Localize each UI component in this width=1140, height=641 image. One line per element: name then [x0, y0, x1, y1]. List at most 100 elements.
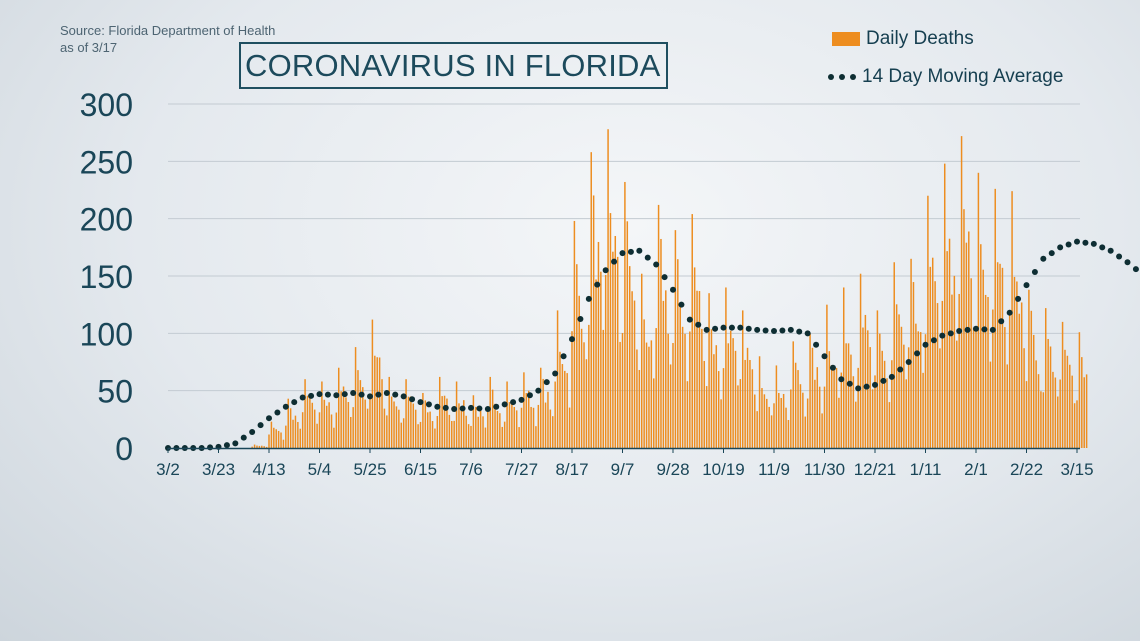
daily-deaths-bar — [261, 445, 263, 448]
daily-deaths-bar — [636, 349, 638, 448]
daily-deaths-bar — [1018, 313, 1021, 448]
daily-deaths-bar — [1057, 396, 1059, 448]
daily-deaths-bar — [828, 351, 831, 448]
daily-deaths-bar — [304, 379, 306, 448]
daily-deaths-bar — [410, 396, 412, 448]
daily-deaths-bar — [347, 402, 350, 448]
daily-deaths-bar — [883, 360, 886, 448]
moving-average-dot — [392, 391, 399, 398]
daily-deaths-bar — [491, 389, 494, 448]
daily-deaths-bar — [527, 390, 530, 448]
daily-deaths-bar — [364, 399, 366, 448]
moving-average-dot — [930, 337, 937, 344]
moving-average-dot — [956, 328, 963, 335]
daily-deaths-bar — [386, 415, 388, 448]
moving-average-dot — [308, 392, 315, 399]
daily-deaths-bar — [306, 395, 309, 448]
daily-deaths-bar — [388, 376, 390, 448]
x-tick-label: 6/15 — [404, 460, 437, 479]
daily-deaths-bar — [614, 235, 617, 448]
daily-deaths-bar — [905, 379, 908, 448]
moving-average-dot — [880, 377, 887, 384]
moving-average-dot — [257, 422, 264, 429]
daily-deaths-bar — [1016, 281, 1018, 448]
daily-deaths-bar — [313, 409, 316, 448]
daily-deaths-bar — [1044, 308, 1047, 448]
moving-average-dot — [703, 326, 710, 333]
daily-deaths-bar — [895, 304, 898, 448]
daily-deaths-bar — [934, 281, 936, 448]
daily-deaths-bar — [580, 328, 583, 448]
moving-average-dot — [796, 328, 803, 335]
moving-average-dot — [636, 247, 643, 254]
daily-deaths-bar — [785, 407, 787, 448]
daily-deaths-bar — [309, 395, 311, 448]
moving-average-dot — [1090, 240, 1097, 247]
moving-average-dot — [223, 442, 230, 449]
x-tick-label: 10/19 — [702, 460, 745, 479]
daily-deaths-bar — [604, 274, 607, 448]
daily-deaths-bar — [489, 376, 491, 448]
daily-deaths-bar — [674, 230, 677, 448]
daily-deaths-bar — [479, 410, 482, 448]
daily-deaths-bar — [328, 402, 330, 448]
source-line: Source: Florida Department of Health — [60, 23, 276, 38]
daily-deaths-bar — [982, 269, 984, 448]
axes: 0 50 100 150 200 250 300 3/2 3/23 4/13 5/4 5/25 6/15… — [80, 87, 1094, 479]
daily-deaths-bar — [301, 412, 304, 448]
daily-deaths-bar — [275, 429, 277, 448]
daily-deaths-bar — [835, 367, 838, 448]
daily-deaths-bar — [1013, 276, 1016, 448]
daily-deaths-bar — [696, 290, 698, 448]
moving-average-dot — [518, 396, 525, 403]
daily-deaths-bar — [330, 414, 333, 448]
daily-deaths-bar — [508, 402, 511, 448]
x-tick-label: 3/23 — [202, 460, 235, 479]
moving-average-dot — [611, 258, 618, 265]
x-tick-label: 11/30 — [804, 460, 845, 479]
daily-deaths-bar — [402, 418, 405, 448]
daily-deaths-bar — [282, 439, 285, 448]
daily-deaths-bar — [766, 398, 768, 448]
daily-deaths-bar — [744, 359, 746, 448]
moving-average-dot — [1040, 255, 1047, 262]
daily-deaths-bar — [515, 410, 518, 448]
daily-deaths-bar — [1066, 355, 1069, 448]
daily-deaths-bar — [708, 293, 710, 448]
daily-deaths-bar — [802, 392, 804, 448]
daily-deaths-bar — [864, 314, 867, 448]
daily-deaths-bar — [806, 398, 809, 448]
daily-deaths-bar — [965, 242, 968, 448]
x-tick-label: 2/1 — [964, 460, 988, 479]
daily-deaths-bar — [429, 411, 431, 448]
daily-deaths-bar — [713, 354, 715, 448]
daily-deaths-bar — [956, 340, 958, 448]
daily-deaths-bar — [628, 266, 631, 448]
daily-deaths-bar — [922, 372, 924, 448]
daily-deaths-bar — [549, 409, 552, 448]
daily-deaths-bar — [535, 426, 537, 448]
moving-average-dot — [754, 326, 761, 333]
daily-deaths-bar — [845, 343, 847, 448]
moving-average-dot — [476, 405, 483, 412]
daily-deaths-bar — [407, 396, 410, 448]
daily-deaths-bar — [737, 385, 739, 448]
x-tick-label: 8/17 — [555, 460, 588, 479]
moving-average-dot — [1116, 253, 1123, 260]
daily-deaths-bar — [698, 291, 701, 448]
daily-deaths-bar — [852, 376, 855, 448]
daily-deaths-bar — [960, 136, 963, 449]
daily-deaths-bar — [539, 367, 542, 448]
daily-deaths-bar — [390, 396, 393, 448]
daily-deaths-bar — [400, 422, 403, 448]
moving-average-dot — [367, 393, 373, 400]
daily-deaths-bar — [787, 420, 790, 448]
daily-deaths-bar — [657, 204, 660, 448]
as-of-date: as of 3/17 — [60, 40, 118, 55]
moving-average-dot — [787, 326, 794, 333]
daily-deaths-bar — [342, 386, 345, 448]
daily-deaths-bar — [412, 403, 415, 448]
y-tick-label: 250 — [80, 144, 133, 180]
daily-deaths-bar — [465, 415, 467, 448]
daily-deaths-bar — [958, 293, 960, 448]
